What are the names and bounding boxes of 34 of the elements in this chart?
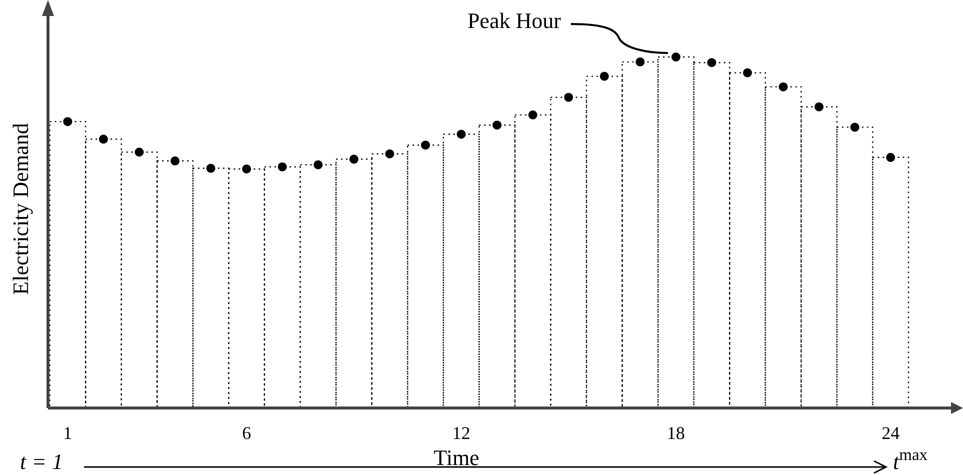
point xyxy=(63,117,72,126)
point xyxy=(456,130,466,139)
point xyxy=(528,110,538,120)
point xyxy=(564,92,574,102)
text: t = 1 xyxy=(20,449,63,474)
annotation: Peak Hour xyxy=(467,8,562,33)
x-tick-label: 24 xyxy=(882,423,900,443)
x-tick-label: 6 xyxy=(242,423,252,443)
x-axis-title: Time xyxy=(434,445,480,470)
point xyxy=(242,164,252,174)
text: t$^{max}$ xyxy=(893,444,928,474)
y-axis-title: Electricity Demand xyxy=(8,123,33,295)
point xyxy=(707,58,716,68)
point xyxy=(134,148,144,157)
x-tick-label: 18 xyxy=(666,423,685,443)
x-tick-label: 1 xyxy=(63,423,72,443)
x-tick-label: 12 xyxy=(452,423,470,443)
point xyxy=(278,162,287,172)
point xyxy=(778,82,788,92)
point xyxy=(349,154,358,164)
point xyxy=(206,164,216,173)
point xyxy=(850,122,860,132)
point xyxy=(814,102,824,112)
point xyxy=(420,140,430,150)
point xyxy=(170,156,180,166)
point xyxy=(600,72,609,81)
point xyxy=(886,152,896,162)
point xyxy=(314,160,323,170)
point xyxy=(636,57,645,66)
point xyxy=(742,68,752,78)
point xyxy=(385,149,394,158)
point xyxy=(492,120,502,130)
point xyxy=(671,52,680,62)
point xyxy=(98,134,108,144)
